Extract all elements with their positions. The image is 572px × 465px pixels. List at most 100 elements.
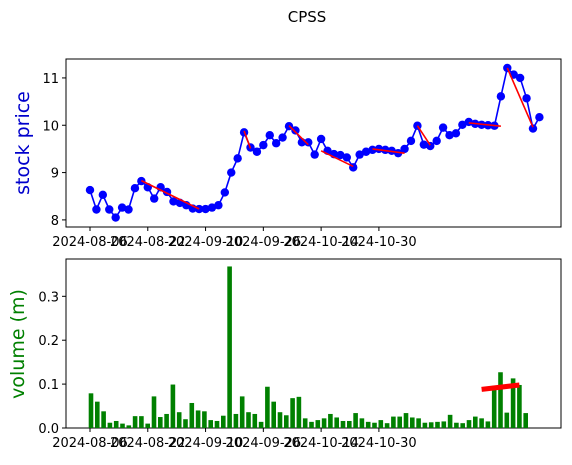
volume-x-tick-label: 2024-08-22 [110, 436, 186, 451]
volume-bar [510, 378, 516, 428]
price-point [458, 120, 467, 129]
volume-bar [479, 418, 484, 428]
volume-x-tick-label: 2024-09-10 [168, 436, 244, 451]
volume-bar [485, 421, 491, 428]
price-point [265, 130, 274, 140]
volume-bar [145, 423, 150, 428]
volume-bar [284, 415, 289, 428]
volume-bar [466, 420, 472, 428]
price-point [528, 124, 538, 133]
volume-bar [359, 418, 365, 428]
price-point [291, 126, 300, 135]
price-point [278, 133, 287, 142]
price-point [535, 113, 544, 122]
price-x-ticks: 2024-08-062024-08-222024-09-102024-09-26… [52, 227, 417, 250]
price-y-tick-label: 10 [42, 119, 59, 134]
chart-title: CPSS [288, 8, 327, 26]
price-point [413, 121, 422, 130]
volume-bar [189, 402, 195, 428]
price-x-tick-label: 2024-08-06 [52, 235, 128, 250]
volume-bar [214, 420, 220, 428]
volume-bar [202, 411, 207, 428]
volume-bar [296, 396, 302, 428]
volume-bar [221, 415, 226, 428]
price-point [124, 205, 133, 214]
price-point [227, 168, 236, 177]
price-trend-segment [243, 130, 252, 149]
price-trend-segment [320, 150, 354, 168]
price-point [220, 188, 230, 197]
volume-bar [258, 421, 264, 428]
price-point [451, 129, 461, 138]
price-x-tick-label: 2024-10-30 [341, 235, 417, 250]
price-trend-lines [141, 67, 534, 210]
price-point [368, 145, 377, 155]
price-trend-segment [506, 67, 534, 128]
price-point [438, 123, 448, 132]
volume-bar [195, 410, 201, 428]
price-point [419, 140, 429, 149]
price-point [304, 138, 313, 147]
volume-bar [504, 412, 510, 428]
price-y-ticks: 8 9 10 11 [42, 72, 66, 229]
volume-y-axis-label: volume (m) [7, 289, 29, 399]
volume-bar [113, 420, 119, 428]
price-point [342, 153, 351, 162]
price-x-tick-label: 2024-09-10 [168, 235, 244, 250]
volume-y-tick-label: 0.3 [38, 290, 59, 305]
volume-bar [378, 420, 384, 428]
volume-bar [353, 413, 358, 428]
volume-bar [176, 412, 182, 428]
volume-bar [309, 421, 314, 428]
volume-bar [126, 425, 132, 428]
volume-bar [328, 413, 333, 428]
price-point [355, 150, 364, 159]
price-trend-segment [288, 125, 309, 146]
price-y-axis-label: stock price [12, 91, 34, 195]
volume-y-tick-label: 0.2 [38, 334, 59, 349]
volume-bar [183, 419, 188, 428]
volume-bar [246, 412, 251, 428]
volume-y-tick-label: 0.1 [38, 378, 59, 393]
volume-bar [372, 422, 377, 428]
volume-bar [321, 418, 327, 428]
volume-x-tick-label: 2024-10-14 [283, 436, 359, 451]
price-point [271, 139, 281, 148]
price-point [316, 134, 326, 144]
volume-bar [164, 413, 169, 428]
volume-bar [365, 421, 371, 428]
price-y-tick-label: 8 [51, 214, 59, 229]
volume-bar [120, 423, 125, 428]
price-point [393, 148, 403, 158]
volume-bar [523, 413, 528, 428]
price-plot-area [65, 58, 562, 228]
volume-bar [233, 413, 239, 428]
volume-bar [227, 266, 232, 428]
volume-panel: 0.00.10.20.3 2024-08-062024-08-222024-09… [7, 258, 562, 451]
price-point [111, 213, 120, 222]
volume-bar [151, 396, 157, 428]
price-point [150, 194, 159, 203]
price-point [233, 154, 242, 163]
volume-bar [473, 416, 478, 428]
price-point [259, 140, 268, 150]
volume-bar [347, 420, 352, 428]
price-point [207, 203, 217, 212]
price-point [515, 73, 525, 83]
volume-bar [340, 420, 346, 428]
volume-bar [290, 398, 295, 428]
volume-bars [88, 266, 528, 428]
price-trend-segment [372, 148, 405, 154]
price-point [361, 147, 371, 156]
volume-x-tick-label: 2024-09-26 [226, 436, 302, 451]
price-y-tick-label: 11 [42, 72, 59, 87]
price-point [406, 136, 416, 146]
volume-bar [107, 422, 113, 428]
price-point [432, 136, 441, 146]
volume-y-ticks: 0.0 0.1 0.2 0.3 [38, 290, 66, 437]
price-point [445, 130, 454, 140]
volume-bar [491, 385, 497, 428]
volume-bar [101, 411, 106, 428]
